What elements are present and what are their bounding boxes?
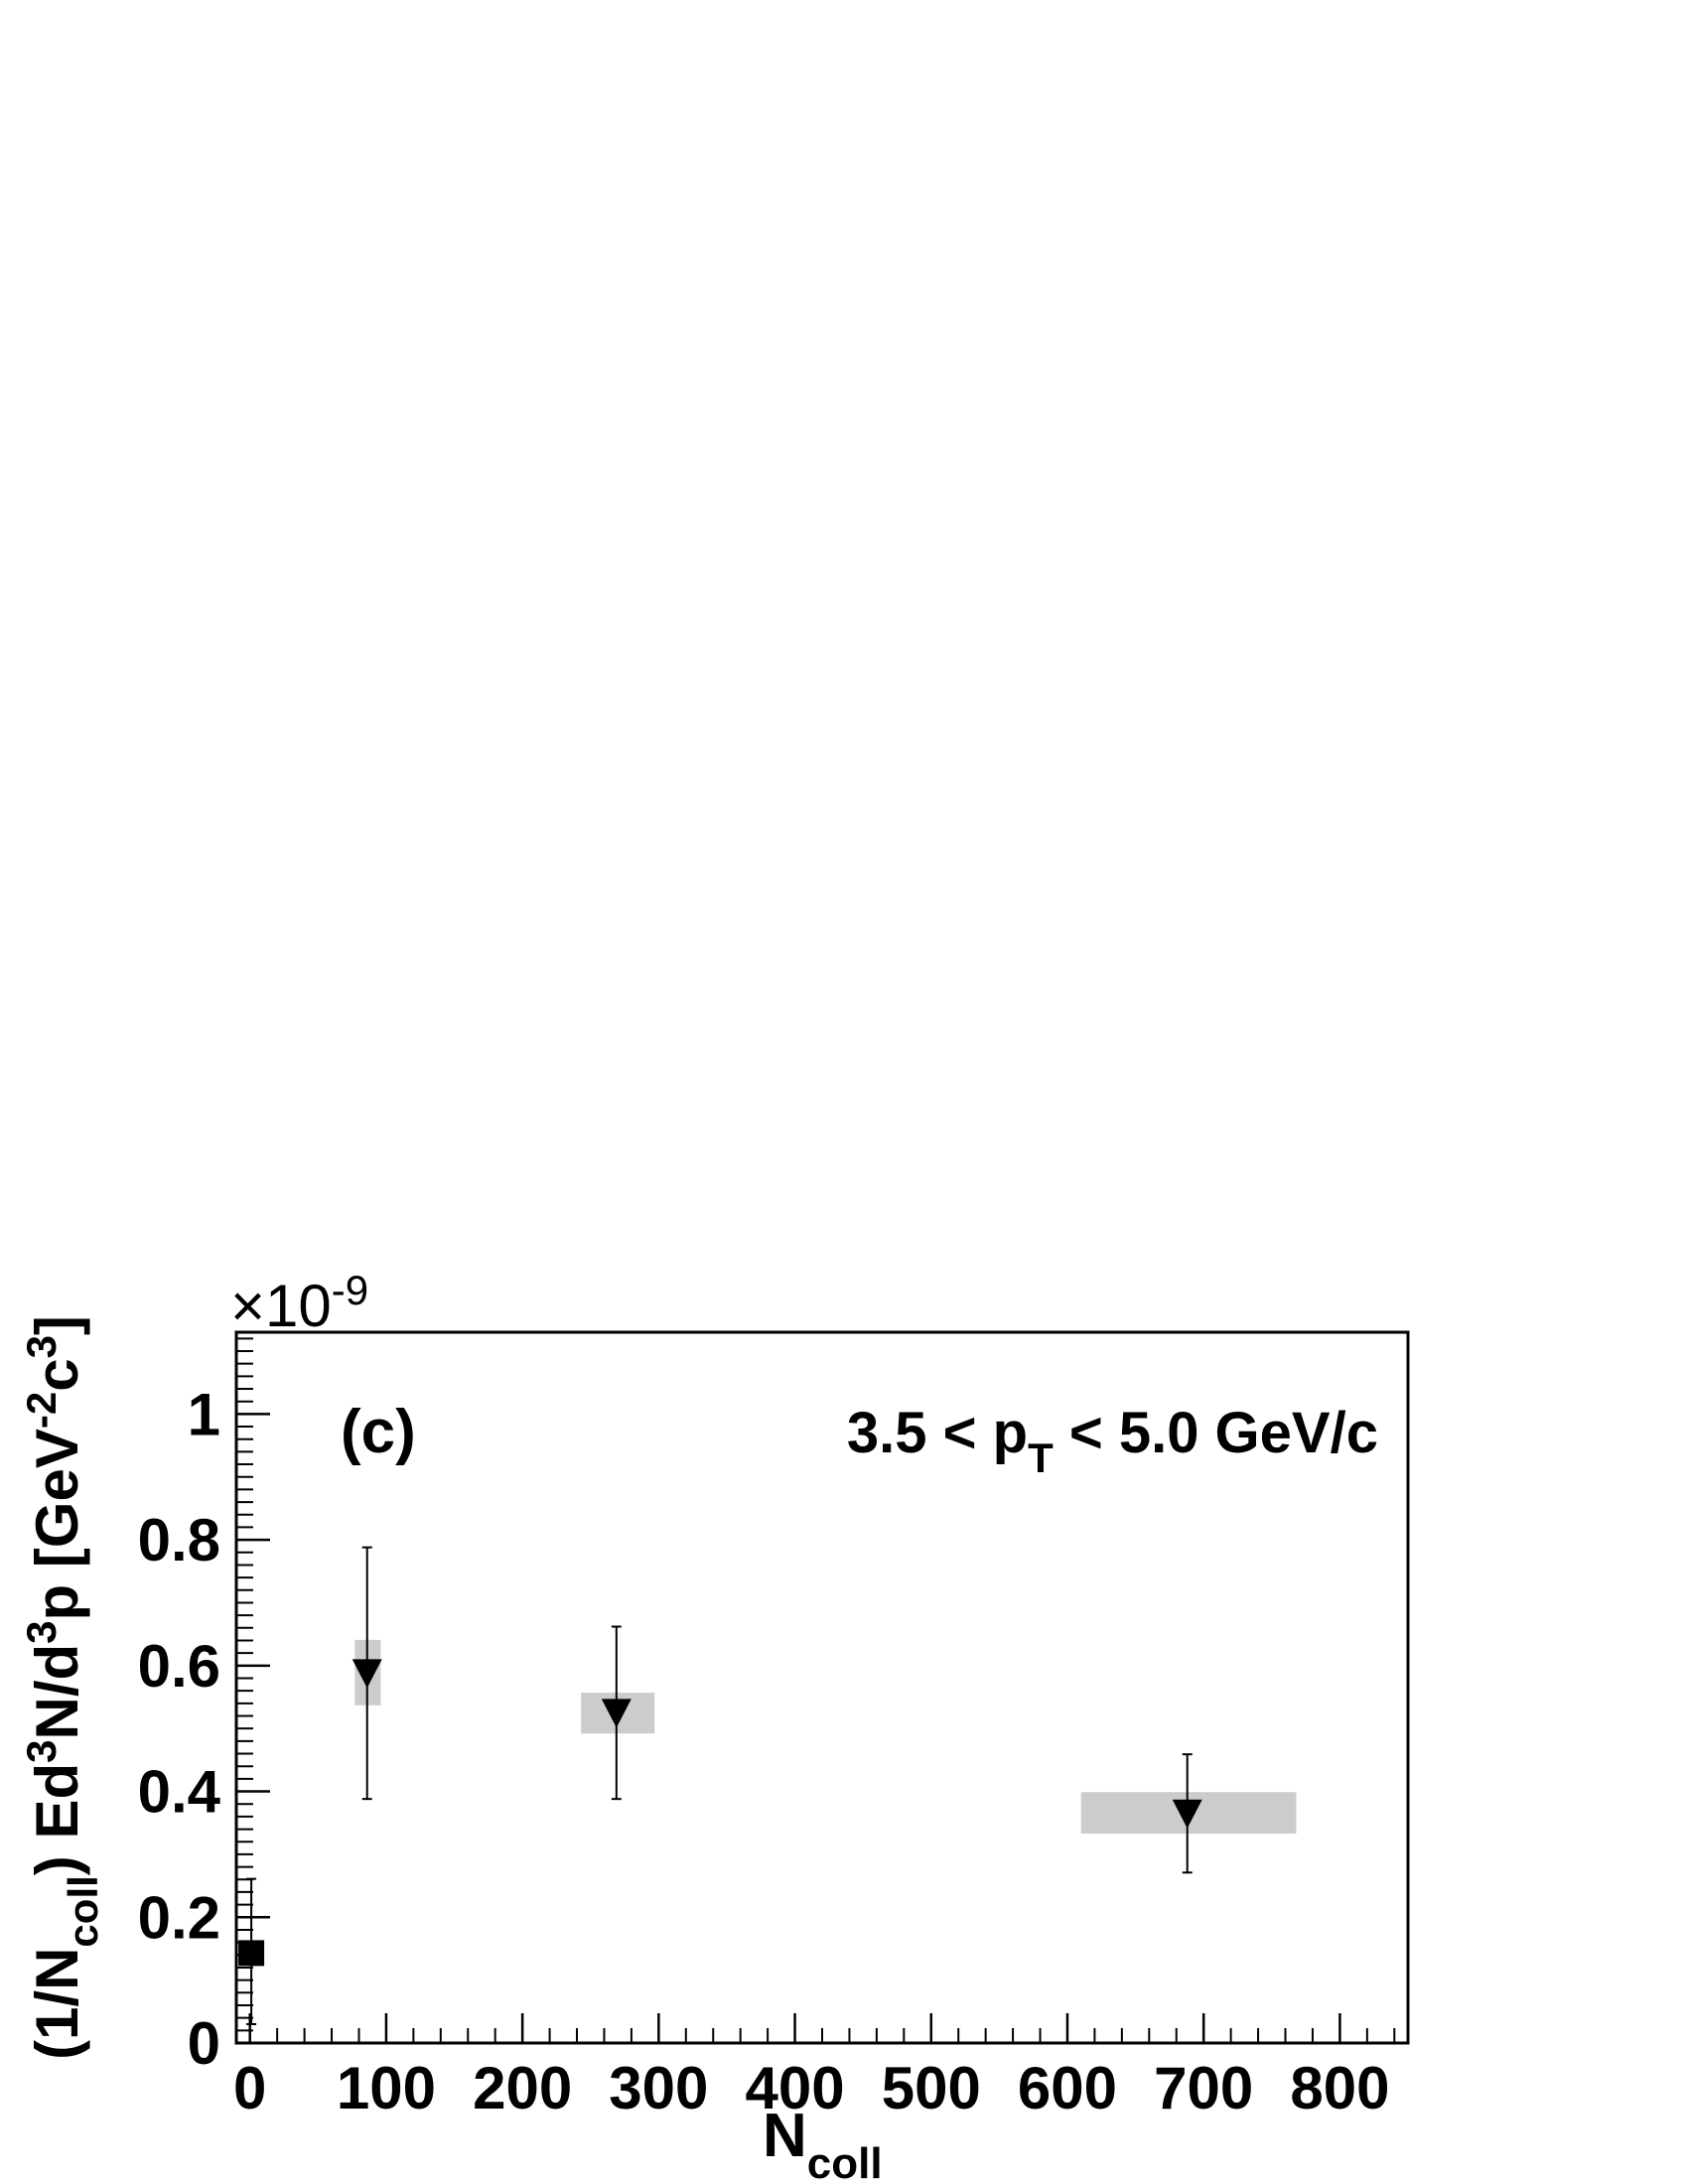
x-label-main: N	[763, 2102, 807, 2170]
multiplier-exp: -9	[332, 1267, 368, 1313]
y-label-part2: ) Ed	[24, 1763, 90, 1875]
triangle-down-marker	[1172, 1799, 1202, 1829]
square-marker	[238, 1940, 265, 1967]
annotation-prefix: 3.5 < p	[847, 1401, 1028, 1465]
y-label-sup4: 3	[18, 1335, 65, 1358]
y-label-sup3: -2	[18, 1392, 65, 1429]
minor-ticks	[236, 1337, 1396, 2043]
y-tick-label: 0.8	[138, 1507, 220, 1573]
x-tick-label: 500	[882, 2055, 981, 2121]
y-label-part1: (1/N	[24, 1948, 90, 2060]
y-label-sup1: 3	[18, 1740, 65, 1763]
multiplier-prefix: ×10	[230, 1273, 332, 1339]
y-axis-multiplier: ×10-9	[230, 1267, 368, 1339]
x-tick-labels: 0 100 200 300 400 500 600 700 800	[233, 2055, 1389, 2121]
x-tick-label: 0	[233, 2055, 266, 2121]
x-tick-label: 700	[1154, 2055, 1253, 2121]
x-tick-label: 400	[746, 2055, 845, 2121]
y-label-sup2: 3	[18, 1621, 65, 1644]
panel-label: (c)	[341, 1398, 416, 1466]
pt-range-annotation: 3.5 < pT < 5.0 GeV/c	[847, 1401, 1378, 1481]
annotation-suffix: < 5.0 GeV/c	[1054, 1401, 1378, 1465]
x-tick-label: 600	[1018, 2055, 1117, 2121]
triangle-down-marker	[601, 1699, 632, 1728]
x-label-sub: coll	[807, 2139, 883, 2184]
annotation-sub: T	[1028, 1434, 1054, 1481]
x-tick-label: 100	[337, 2055, 436, 2121]
y-tick-label: 0.6	[138, 1633, 220, 1700]
y-tick-labels: 0 0.2 0.4 0.6 0.8 1	[138, 1381, 221, 2077]
y-label-part4: p [GeV	[24, 1429, 90, 1620]
y-label-part5: c	[24, 1358, 90, 1391]
data-markers	[238, 1659, 1202, 1967]
x-tick-label: 200	[473, 2055, 572, 2121]
y-label-part6: ]	[24, 1315, 90, 1335]
major-ticks	[236, 1413, 1341, 2045]
y-tick-label: 0.2	[138, 1884, 220, 1951]
y-tick-label: 1	[188, 1381, 220, 1447]
error-bars	[246, 1546, 1193, 2025]
y-axis-label: (1/Ncoll) Ed3N/d3p [GeV-2c3]	[18, 1315, 106, 2060]
plot-frame	[234, 1330, 1410, 2045]
y-label-part3: N/d	[24, 1644, 90, 1740]
systematic-bands	[354, 1639, 1297, 1835]
y-tick-label: 0.4	[138, 1759, 221, 1826]
y-tick-label: 0	[188, 2010, 220, 2077]
x-axis-label: Ncoll	[763, 2102, 883, 2184]
triangle-down-marker	[352, 1659, 382, 1689]
x-tick-label: 800	[1290, 2055, 1389, 2121]
y-label-sub1: coll	[60, 1875, 106, 1947]
x-tick-label: 300	[609, 2055, 708, 2121]
